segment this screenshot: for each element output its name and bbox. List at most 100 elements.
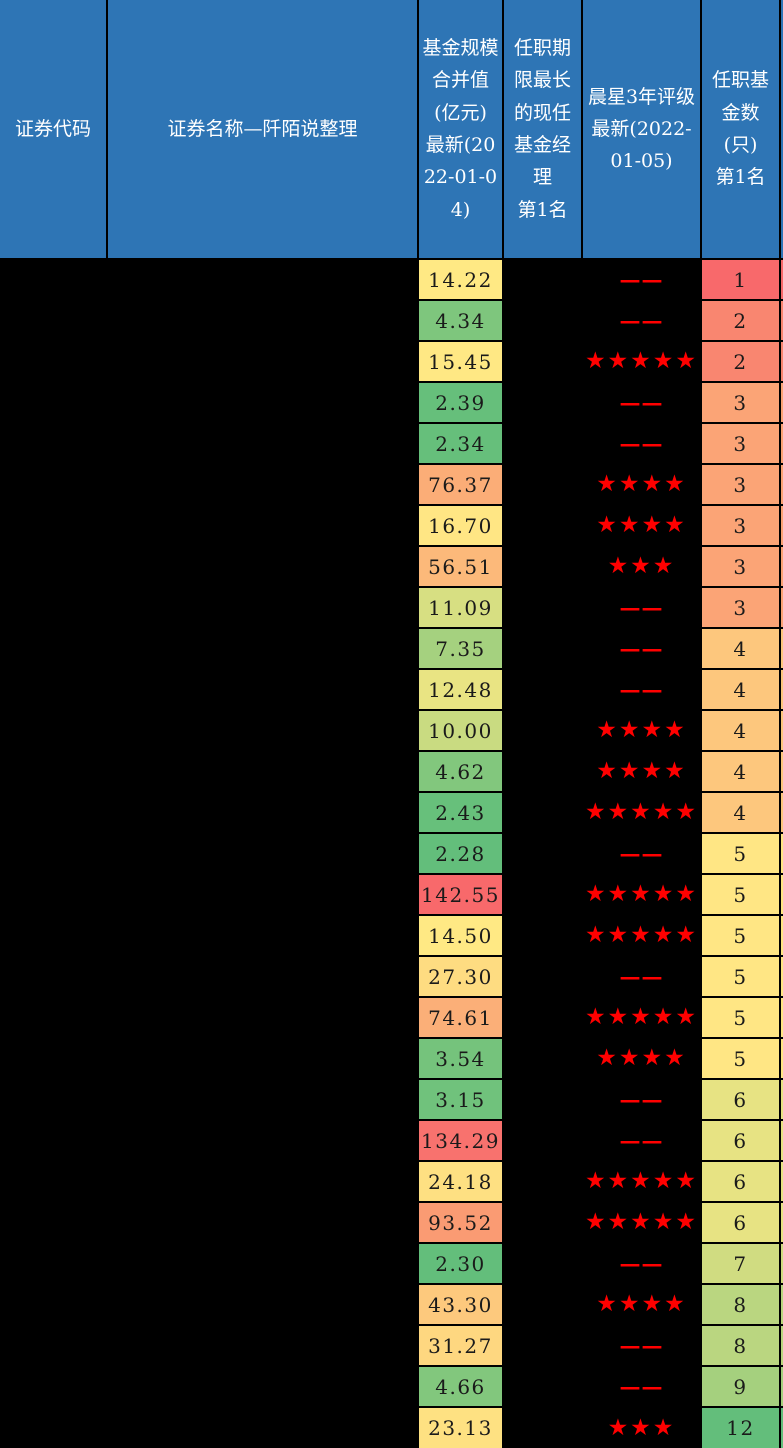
fund-manager-cell[interactable] bbox=[504, 793, 581, 832]
header-security-code[interactable]: 证券代码 bbox=[0, 0, 106, 258]
fund-manager-cell[interactable] bbox=[504, 465, 581, 504]
fund-manager-cell[interactable] bbox=[504, 1367, 581, 1406]
fund-scale-cell[interactable]: 56.51 bbox=[419, 547, 502, 586]
fund-manager-cell[interactable] bbox=[504, 547, 581, 586]
fund-count-cell[interactable]: 4 bbox=[702, 711, 779, 750]
fund-count-cell[interactable]: 4 bbox=[702, 629, 779, 668]
security-code-cell[interactable] bbox=[0, 506, 106, 545]
fund-manager-cell[interactable] bbox=[504, 424, 581, 463]
fund-manager-cell[interactable] bbox=[504, 1244, 581, 1283]
fund-manager-cell[interactable] bbox=[504, 834, 581, 873]
fund-scale-cell[interactable]: 14.22 bbox=[419, 260, 502, 299]
rating-cell[interactable]: —— bbox=[583, 1121, 700, 1160]
rating-cell[interactable]: ★★★★★ bbox=[583, 875, 700, 914]
rating-cell[interactable]: —— bbox=[583, 260, 700, 299]
fund-manager-cell[interactable] bbox=[504, 875, 581, 914]
fund-scale-cell[interactable]: 2.28 bbox=[419, 834, 502, 873]
fund-scale-cell[interactable]: 3.54 bbox=[419, 1039, 502, 1078]
security-name-cell[interactable] bbox=[108, 1285, 417, 1324]
security-code-cell[interactable] bbox=[0, 1408, 106, 1448]
security-code-cell[interactable] bbox=[0, 424, 106, 463]
rating-cell[interactable]: ★★★ bbox=[583, 547, 700, 586]
fund-count-cell[interactable]: 5 bbox=[702, 834, 779, 873]
rating-cell[interactable]: ★★★★★ bbox=[583, 342, 700, 381]
security-code-cell[interactable] bbox=[0, 793, 106, 832]
security-name-cell[interactable] bbox=[108, 465, 417, 504]
fund-manager-cell[interactable] bbox=[504, 629, 581, 668]
security-code-cell[interactable] bbox=[0, 1285, 106, 1324]
security-name-cell[interactable] bbox=[108, 957, 417, 996]
security-code-cell[interactable] bbox=[0, 752, 106, 791]
security-name-cell[interactable] bbox=[108, 1367, 417, 1406]
security-code-cell[interactable] bbox=[0, 465, 106, 504]
fund-count-cell[interactable]: 4 bbox=[702, 670, 779, 709]
fund-manager-cell[interactable] bbox=[504, 752, 581, 791]
fund-manager-cell[interactable] bbox=[504, 1162, 581, 1201]
fund-count-cell[interactable]: 3 bbox=[702, 465, 779, 504]
security-name-cell[interactable] bbox=[108, 588, 417, 627]
fund-manager-cell[interactable] bbox=[504, 998, 581, 1037]
rating-cell[interactable]: —— bbox=[583, 1367, 700, 1406]
fund-scale-cell[interactable]: 24.18 bbox=[419, 1162, 502, 1201]
rating-cell[interactable]: ★★★★★ bbox=[583, 916, 700, 955]
fund-count-cell[interactable]: 5 bbox=[702, 916, 779, 955]
fund-manager-cell[interactable] bbox=[504, 957, 581, 996]
fund-count-cell[interactable]: 12 bbox=[702, 1408, 779, 1448]
security-name-cell[interactable] bbox=[108, 342, 417, 381]
fund-manager-cell[interactable] bbox=[504, 1326, 581, 1365]
fund-count-cell[interactable]: 8 bbox=[702, 1326, 779, 1365]
fund-count-cell[interactable]: 4 bbox=[702, 793, 779, 832]
fund-count-cell[interactable]: 3 bbox=[702, 506, 779, 545]
fund-scale-cell[interactable]: 16.70 bbox=[419, 506, 502, 545]
fund-scale-cell[interactable]: 2.30 bbox=[419, 1244, 502, 1283]
rating-cell[interactable]: ★★★★★ bbox=[583, 1203, 700, 1242]
rating-cell[interactable]: ★★★★ bbox=[583, 1285, 700, 1324]
fund-count-cell[interactable]: 6 bbox=[702, 1080, 779, 1119]
rating-cell[interactable]: ★★★ bbox=[583, 1408, 700, 1448]
header-security-name[interactable]: 证券名称—阡陌说整理 bbox=[108, 0, 417, 258]
fund-manager-cell[interactable] bbox=[504, 301, 581, 340]
fund-manager-cell[interactable] bbox=[504, 711, 581, 750]
security-code-cell[interactable] bbox=[0, 670, 106, 709]
security-code-cell[interactable] bbox=[0, 711, 106, 750]
fund-scale-cell[interactable]: 31.27 bbox=[419, 1326, 502, 1365]
fund-scale-cell[interactable]: 4.62 bbox=[419, 752, 502, 791]
security-code-cell[interactable] bbox=[0, 957, 106, 996]
security-code-cell[interactable] bbox=[0, 301, 106, 340]
security-code-cell[interactable] bbox=[0, 1162, 106, 1201]
rating-cell[interactable]: —— bbox=[583, 1244, 700, 1283]
security-name-cell[interactable] bbox=[108, 1244, 417, 1283]
fund-count-cell[interactable]: 6 bbox=[702, 1162, 779, 1201]
fund-count-cell[interactable]: 3 bbox=[702, 424, 779, 463]
security-code-cell[interactable] bbox=[0, 1039, 106, 1078]
security-name-cell[interactable] bbox=[108, 1203, 417, 1242]
security-code-cell[interactable] bbox=[0, 260, 106, 299]
header-fund-scale[interactable]: 基金规模合并值(亿元) 最新(2022-01-04) bbox=[419, 0, 502, 258]
fund-count-cell[interactable]: 8 bbox=[702, 1285, 779, 1324]
fund-scale-cell[interactable]: 3.15 bbox=[419, 1080, 502, 1119]
fund-manager-cell[interactable] bbox=[504, 1408, 581, 1448]
fund-count-cell[interactable]: 6 bbox=[702, 1203, 779, 1242]
fund-scale-cell[interactable]: 43.30 bbox=[419, 1285, 502, 1324]
fund-manager-cell[interactable] bbox=[504, 506, 581, 545]
security-name-cell[interactable] bbox=[108, 301, 417, 340]
rating-cell[interactable]: ★★★★ bbox=[583, 752, 700, 791]
fund-scale-cell[interactable]: 2.39 bbox=[419, 383, 502, 422]
security-code-cell[interactable] bbox=[0, 547, 106, 586]
security-name-cell[interactable] bbox=[108, 424, 417, 463]
fund-count-cell[interactable]: 2 bbox=[702, 301, 779, 340]
security-code-cell[interactable] bbox=[0, 834, 106, 873]
security-code-cell[interactable] bbox=[0, 1244, 106, 1283]
security-code-cell[interactable] bbox=[0, 998, 106, 1037]
security-name-cell[interactable] bbox=[108, 506, 417, 545]
security-name-cell[interactable] bbox=[108, 547, 417, 586]
rating-cell[interactable]: ★★★★★ bbox=[583, 998, 700, 1037]
fund-scale-cell[interactable]: 2.34 bbox=[419, 424, 502, 463]
security-name-cell[interactable] bbox=[108, 629, 417, 668]
security-name-cell[interactable] bbox=[108, 752, 417, 791]
fund-scale-cell[interactable]: 11.09 bbox=[419, 588, 502, 627]
rating-cell[interactable]: ★★★★★ bbox=[583, 1162, 700, 1201]
fund-manager-cell[interactable] bbox=[504, 670, 581, 709]
fund-manager-cell[interactable] bbox=[504, 1285, 581, 1324]
security-name-cell[interactable] bbox=[108, 875, 417, 914]
